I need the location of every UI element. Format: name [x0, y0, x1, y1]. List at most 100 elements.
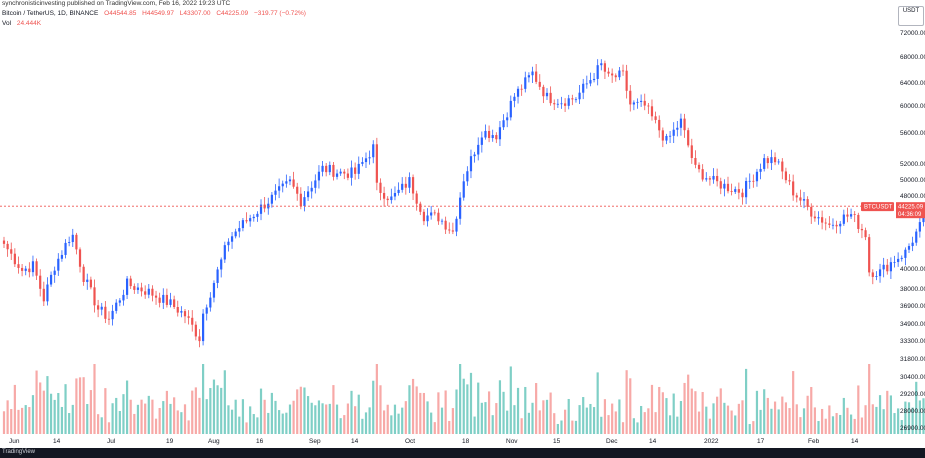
- volume-label[interactable]: Vol: [2, 20, 12, 27]
- candle-body: [209, 297, 212, 308]
- volume-bar: [372, 380, 375, 434]
- candle-body: [2, 240, 6, 244]
- time-axis-tick: Aug: [208, 438, 220, 445]
- candle-body: [151, 288, 154, 296]
- volume-bar: [2, 411, 6, 434]
- candle-body: [191, 317, 194, 325]
- candle-body: [28, 268, 31, 273]
- candle-body: [683, 118, 686, 131]
- candle-body: [473, 154, 476, 157]
- volume-bar: [411, 378, 415, 434]
- candle-body: [763, 158, 766, 169]
- price-axis-tick: 38000.00: [900, 286, 925, 293]
- volume-bar: [621, 422, 625, 434]
- volume-bar: [404, 401, 407, 434]
- volume-bar: [509, 366, 512, 434]
- candle-body: [531, 71, 534, 76]
- volume-bar: [748, 424, 751, 434]
- price-axis-tick: 68000.00: [900, 54, 925, 61]
- volume-bar: [97, 414, 100, 434]
- volume-bar: [60, 406, 64, 434]
- volume-bar: [118, 410, 121, 434]
- candle-body: [64, 242, 67, 255]
- volume-bars: [2, 364, 925, 434]
- candle-body: [440, 220, 444, 222]
- volume-bar: [487, 391, 491, 434]
- candle-body: [770, 157, 773, 164]
- candle-body: [571, 98, 574, 100]
- volume-bar: [383, 410, 386, 434]
- currency-unit-badge[interactable]: USDT: [898, 6, 924, 26]
- volume-bar: [520, 418, 523, 434]
- candle-body: [57, 258, 60, 271]
- volume-bar: [401, 407, 404, 434]
- volume-bar: [256, 417, 259, 434]
- candle-body: [285, 181, 288, 184]
- volume-bar: [451, 408, 454, 434]
- volume-bar: [259, 388, 263, 434]
- candle-body: [538, 81, 541, 87]
- volume-bar: [129, 399, 132, 434]
- volume-bar: [712, 403, 715, 434]
- time-axis-tick: Feb: [808, 438, 820, 445]
- volume-bar: [115, 397, 118, 434]
- candle-body: [53, 270, 56, 275]
- volume-bar: [267, 412, 270, 434]
- volume-bar: [571, 420, 574, 434]
- symbol-title[interactable]: Bitcoin / TetherUS, 1D, BINANCE: [2, 10, 99, 17]
- volume-bar: [835, 413, 838, 434]
- candle-body: [712, 175, 715, 180]
- candle-body: [907, 246, 911, 250]
- candle-body: [578, 92, 581, 100]
- price-axis-tick: 56000.00: [900, 130, 925, 137]
- price-axis-tick: 29200.00: [900, 391, 925, 398]
- volume-value: 24.444K: [16, 20, 42, 27]
- volume-bar: [705, 406, 708, 434]
- volume-bar: [238, 416, 241, 434]
- candle-body: [752, 180, 755, 182]
- open-value: O44544.85: [104, 10, 137, 17]
- time-axis[interactable]: Jun 14 Jul 19 Aug 16 Sep 14 Oct 18 Nov 15 Dec 14 2022 1…: [9, 438, 859, 445]
- volume-bar: [828, 405, 831, 434]
- candle-body: [133, 286, 136, 290]
- volume-bar: [46, 376, 49, 434]
- volume-bar: [875, 406, 878, 434]
- candle-body: [455, 218, 458, 232]
- volume-bar: [900, 420, 903, 434]
- candle-body: [393, 193, 397, 197]
- volume-bar: [169, 403, 172, 434]
- volume-bar: [10, 409, 13, 434]
- volume-bar: [158, 407, 161, 434]
- change-value: −319.77 (−0.72%): [253, 10, 306, 17]
- candle-body: [636, 101, 639, 103]
- candle-body: [821, 217, 824, 223]
- volume-bar: [889, 395, 892, 434]
- candle-body: [205, 307, 208, 314]
- candle-body: [687, 130, 690, 146]
- price-chart[interactable]: 72000.00 68000.00 64000.00 60000.00 56000.00…: [0, 0, 925, 448]
- price-axis[interactable]: 72000.00 68000.00 64000.00 60000.00 56000.00…: [900, 30, 925, 432]
- candlesticks: [2, 59, 925, 348]
- volume-bar: [585, 407, 588, 434]
- volume-bar: [792, 371, 795, 434]
- candle-body: [878, 269, 882, 277]
- volume-bar: [817, 421, 820, 434]
- candle-body: [632, 102, 635, 105]
- candle-body: [784, 171, 788, 181]
- time-axis-tick: Dec: [606, 438, 618, 445]
- volume-bar: [592, 407, 596, 434]
- candle-body: [227, 241, 230, 246]
- volume-bar: [430, 412, 433, 434]
- candle-body: [716, 175, 719, 182]
- volume-bar: [897, 408, 900, 434]
- volume-bar: [111, 403, 114, 434]
- volume-bar: [495, 403, 498, 434]
- volume-bar: [426, 401, 429, 434]
- candle-body: [104, 306, 107, 319]
- candle-body: [35, 261, 38, 276]
- volume-bar: [393, 404, 397, 434]
- volume-bar: [549, 392, 552, 434]
- volume-bar: [701, 392, 704, 434]
- volume-bar: [462, 378, 465, 434]
- price-axis-tick: 30400.00: [900, 374, 925, 381]
